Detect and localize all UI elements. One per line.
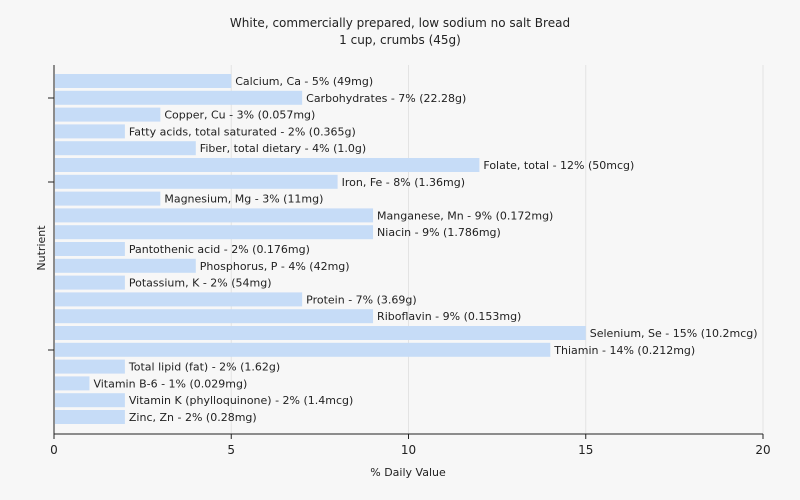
- bar: [55, 208, 374, 223]
- bar: [55, 359, 125, 374]
- bar: [55, 225, 374, 240]
- x-tick-label: 5: [227, 443, 235, 457]
- x-tick-label: 20: [755, 443, 770, 457]
- x-tick-labels: 0 5 10 15 20: [50, 434, 771, 457]
- bar: [55, 258, 196, 273]
- bar-label: Folate, total - 12% (50mcg): [483, 159, 634, 172]
- bar: [55, 393, 125, 408]
- bar: [55, 74, 232, 88]
- bar: [55, 326, 586, 340]
- bar: [55, 158, 480, 172]
- bar-label: Carbohydrates - 7% (22.28g): [306, 92, 466, 105]
- bar-label: Phosphorus, P - 4% (42mg): [200, 260, 350, 273]
- bar: [55, 242, 125, 256]
- bar: [55, 342, 551, 357]
- bars: Calcium, Ca - 5% (49mg) Carbohydrates - 7…: [55, 74, 758, 424]
- bar: [55, 174, 338, 189]
- bar: [55, 124, 125, 139]
- bar-label: Total lipid (fat) - 2% (1.62g): [128, 361, 280, 374]
- bar: [55, 275, 125, 290]
- bar: [55, 376, 90, 391]
- bar: [55, 410, 125, 424]
- bar-label: Vitamin K (phylloquinone) - 2% (1.4mcg): [129, 394, 353, 407]
- bar-label: Riboflavin - 9% (0.153mg): [377, 310, 521, 323]
- bar-label: Iron, Fe - 8% (1.36mg): [342, 176, 465, 189]
- bar: [55, 309, 374, 324]
- y-axis-title: Nutrient: [35, 225, 48, 271]
- bar-label: Magnesium, Mg - 3% (11mg): [164, 193, 323, 206]
- bar-label: Protein - 7% (3.69g): [306, 293, 417, 306]
- bar: [55, 107, 161, 122]
- chart-title: White, commercially prepared, low sodium…: [230, 16, 570, 30]
- bar-label: Vitamin B-6 - 1% (0.029mg): [93, 377, 247, 390]
- bar-label: Fatty acids, total saturated - 2% (0.365…: [129, 125, 356, 138]
- bar-label: Selenium, Se - 15% (10.2mcg): [590, 327, 758, 340]
- x-axis-title: % Daily Value: [370, 466, 446, 479]
- bar-label: Pantothenic acid - 2% (0.176mg): [129, 243, 310, 256]
- x-tick-label: 15: [578, 443, 593, 457]
- bar-label: Calcium, Ca - 5% (49mg): [235, 75, 373, 88]
- bar-label: Zinc, Zn - 2% (0.28mg): [129, 411, 257, 424]
- grid-lines: [230, 65, 764, 434]
- bar: [55, 191, 161, 206]
- bar-label: Niacin - 9% (1.786mg): [377, 226, 501, 239]
- bar-label: Fiber, total dietary - 4% (1.0g): [200, 142, 366, 155]
- bar: [55, 292, 303, 307]
- bar-label: Thiamin - 14% (0.212mg): [553, 344, 695, 357]
- bar-label: Potassium, K - 2% (54mg): [129, 277, 272, 290]
- x-tick-label: 0: [50, 443, 58, 457]
- bar: [55, 141, 196, 156]
- bar-label: Copper, Cu - 3% (0.057mg): [164, 109, 315, 122]
- chart-subtitle: 1 cup, crumbs (45g): [339, 33, 461, 47]
- bar-label: Manganese, Mn - 9% (0.172mg): [377, 209, 553, 222]
- bar: [55, 90, 303, 105]
- x-tick-label: 10: [401, 443, 416, 457]
